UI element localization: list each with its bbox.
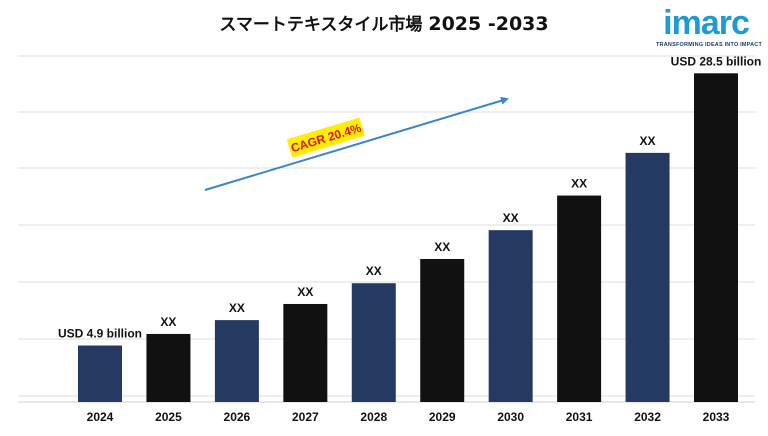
cagr-badge: CAGR 20.4% (286, 117, 365, 158)
value-labels: USD 4.9 billion XX XX XX XX XX XX XX XX USD 28.5 … (58, 54, 761, 340)
value-label-2031: XX (571, 177, 587, 191)
bar-2031 (557, 195, 602, 402)
bar-2025 (146, 333, 191, 402)
logo-tagline: TRANSFORMING IDEAS INTO IMPACT (656, 42, 763, 48)
value-label-2026: XX (229, 301, 245, 315)
bars (78, 73, 738, 403)
bar-2026 (214, 320, 259, 402)
bar-2027 (283, 303, 328, 402)
bar-2028 (351, 283, 396, 402)
title-text: スマートテキスタイル市場 (219, 15, 423, 35)
x-tick-2024: 2024 (87, 410, 114, 424)
bar-2032 (625, 152, 670, 402)
x-tick-2026: 2026 (224, 410, 251, 424)
x-tick-2033: 2033 (703, 410, 730, 424)
bar-2029 (420, 258, 465, 402)
cagr-badge-bg (286, 117, 365, 158)
x-tick-2027: 2027 (292, 410, 319, 424)
value-label-2024: USD 4.9 billion (58, 326, 142, 340)
x-tick-2029: 2029 (429, 410, 456, 424)
x-tick-2032: 2032 (634, 410, 661, 424)
logo-brand: imarc (663, 4, 750, 42)
cagr-annotation: CAGR 20.4% (204, 96, 509, 191)
chart-title: スマートテキスタイル市場 2025 -2033 (0, 10, 768, 35)
bar-2033 (694, 73, 738, 403)
value-label-2025: XX (160, 315, 176, 329)
value-label-2027: XX (297, 285, 313, 299)
x-tick-2031: 2031 (566, 410, 593, 424)
cagr-arrow (204, 96, 509, 191)
value-label-2032: XX (640, 134, 656, 148)
value-label-2030: XX (503, 211, 519, 225)
value-label-2028: XX (366, 264, 382, 278)
x-tick-2028: 2028 (360, 410, 387, 424)
value-label-2033: USD 28.5 billion (671, 54, 762, 68)
x-tick-2030: 2030 (497, 410, 524, 424)
x-tick-2025: 2025 (155, 410, 182, 424)
value-label-2029: XX (434, 240, 450, 254)
x-tick-labels: 2024 2025 2026 2027 2028 2029 2030 2031 2032 2033 (87, 410, 730, 424)
title-years: 2025 -2033 (428, 13, 549, 35)
bar-2024 (78, 345, 122, 402)
bar-2030 (488, 230, 533, 402)
imarc-logo: imarc TRANSFORMING IDEAS INTO IMPACT (656, 4, 763, 48)
